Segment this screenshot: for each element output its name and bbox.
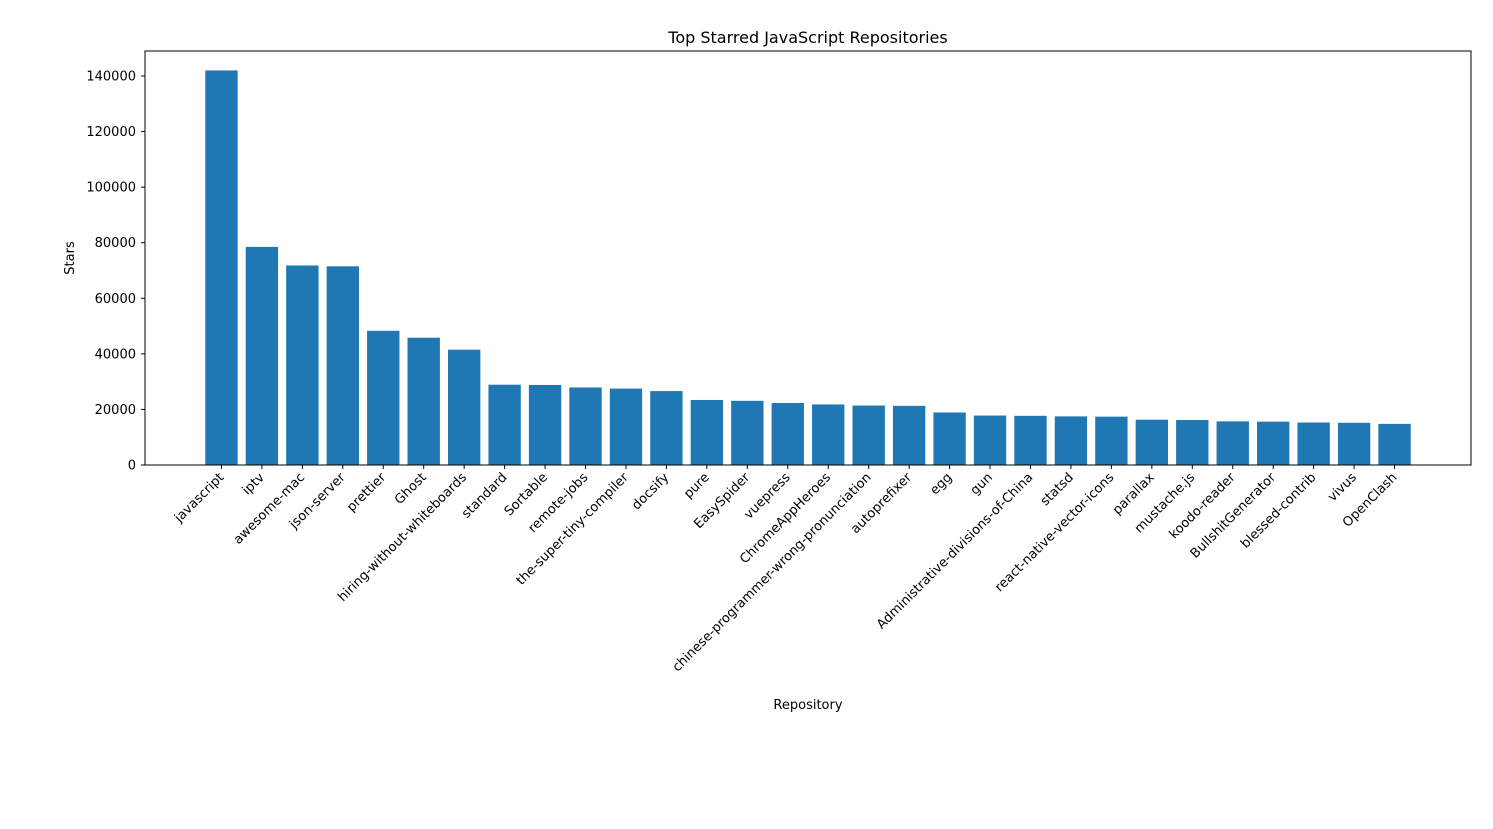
x-tick-label: docsify xyxy=(629,470,672,513)
y-tick-label: 20000 xyxy=(95,403,136,418)
bar-json-server xyxy=(326,266,359,465)
bar-javascript xyxy=(205,70,238,466)
x-tick-label: egg xyxy=(927,470,955,498)
bar-Administrative-divisions-of-China xyxy=(1014,415,1047,465)
bar-Sortable xyxy=(528,384,562,465)
bars-layer xyxy=(205,70,1411,466)
x-tick-label: blessed-contrib xyxy=(1238,470,1319,551)
x-tick-label: Ghost xyxy=(392,470,430,508)
y-tick-label: 140000 xyxy=(86,70,136,85)
y-tick-label: 120000 xyxy=(86,125,136,140)
bar-ChromeAppHeroes xyxy=(812,404,845,465)
bar-awesome-mac xyxy=(286,265,319,465)
bar-react-native-vector-icons xyxy=(1095,416,1128,465)
bar-prettier xyxy=(367,330,400,465)
x-tick-label: iptv xyxy=(240,470,268,498)
bar-hiring-without-whiteboards xyxy=(447,349,481,465)
bar-gun xyxy=(973,415,1007,465)
x-tick-label: gun xyxy=(968,470,996,498)
bar-BullshitGenerator xyxy=(1257,421,1290,465)
x-axis-ticks: javascript iptvawesome-macjson-serverpret… xyxy=(171,465,1400,675)
bar-standard xyxy=(488,384,521,465)
bar-EasySpider xyxy=(731,400,764,465)
bar-egg xyxy=(933,412,966,465)
y-tick-label: 80000 xyxy=(95,236,136,251)
y-axis-label: Stars xyxy=(63,241,78,275)
y-axis-ticks: 0 20000 40000 60000 80000 100000 120000 140000 xyxy=(86,70,145,474)
bar-pure xyxy=(690,399,724,465)
x-tick-label: vivus xyxy=(1325,470,1360,505)
bar-chinese-programmer-wrong-pronunciation xyxy=(852,405,885,465)
bar-Ghost xyxy=(407,337,440,465)
chart-title: Top Starred JavaScript Repositories xyxy=(667,28,947,47)
y-tick-label: 100000 xyxy=(86,181,136,196)
bar-remote-jobs xyxy=(569,387,602,465)
y-tick-label: 0 xyxy=(128,459,136,474)
x-tick-label: javascript xyxy=(171,470,227,526)
x-tick-label: prettier xyxy=(344,470,389,515)
plot-frame xyxy=(144,50,1472,466)
bar-parallax xyxy=(1135,419,1169,465)
bar-vivus xyxy=(1337,422,1371,465)
bar-statsd xyxy=(1054,416,1088,465)
bar-the-super-tiny-compiler xyxy=(609,388,643,465)
bar-vuepress xyxy=(771,403,804,465)
x-axis-label: Repository xyxy=(773,698,842,713)
bar-docsify xyxy=(650,391,683,465)
bar-blessed-contrib xyxy=(1297,422,1330,465)
x-tick-label: awesome-mac xyxy=(231,470,308,547)
bar-mustache.js xyxy=(1176,419,1209,465)
y-tick-label: 60000 xyxy=(95,292,136,307)
bar-iptv xyxy=(245,246,279,465)
x-tick-label: pure xyxy=(681,470,713,502)
y-tick-label: 40000 xyxy=(95,347,136,362)
bar-autoprefixer xyxy=(892,405,926,465)
bar-koodo-reader xyxy=(1216,421,1249,465)
x-tick-label: statsd xyxy=(1038,470,1077,509)
bar-OpenClash xyxy=(1378,423,1411,465)
